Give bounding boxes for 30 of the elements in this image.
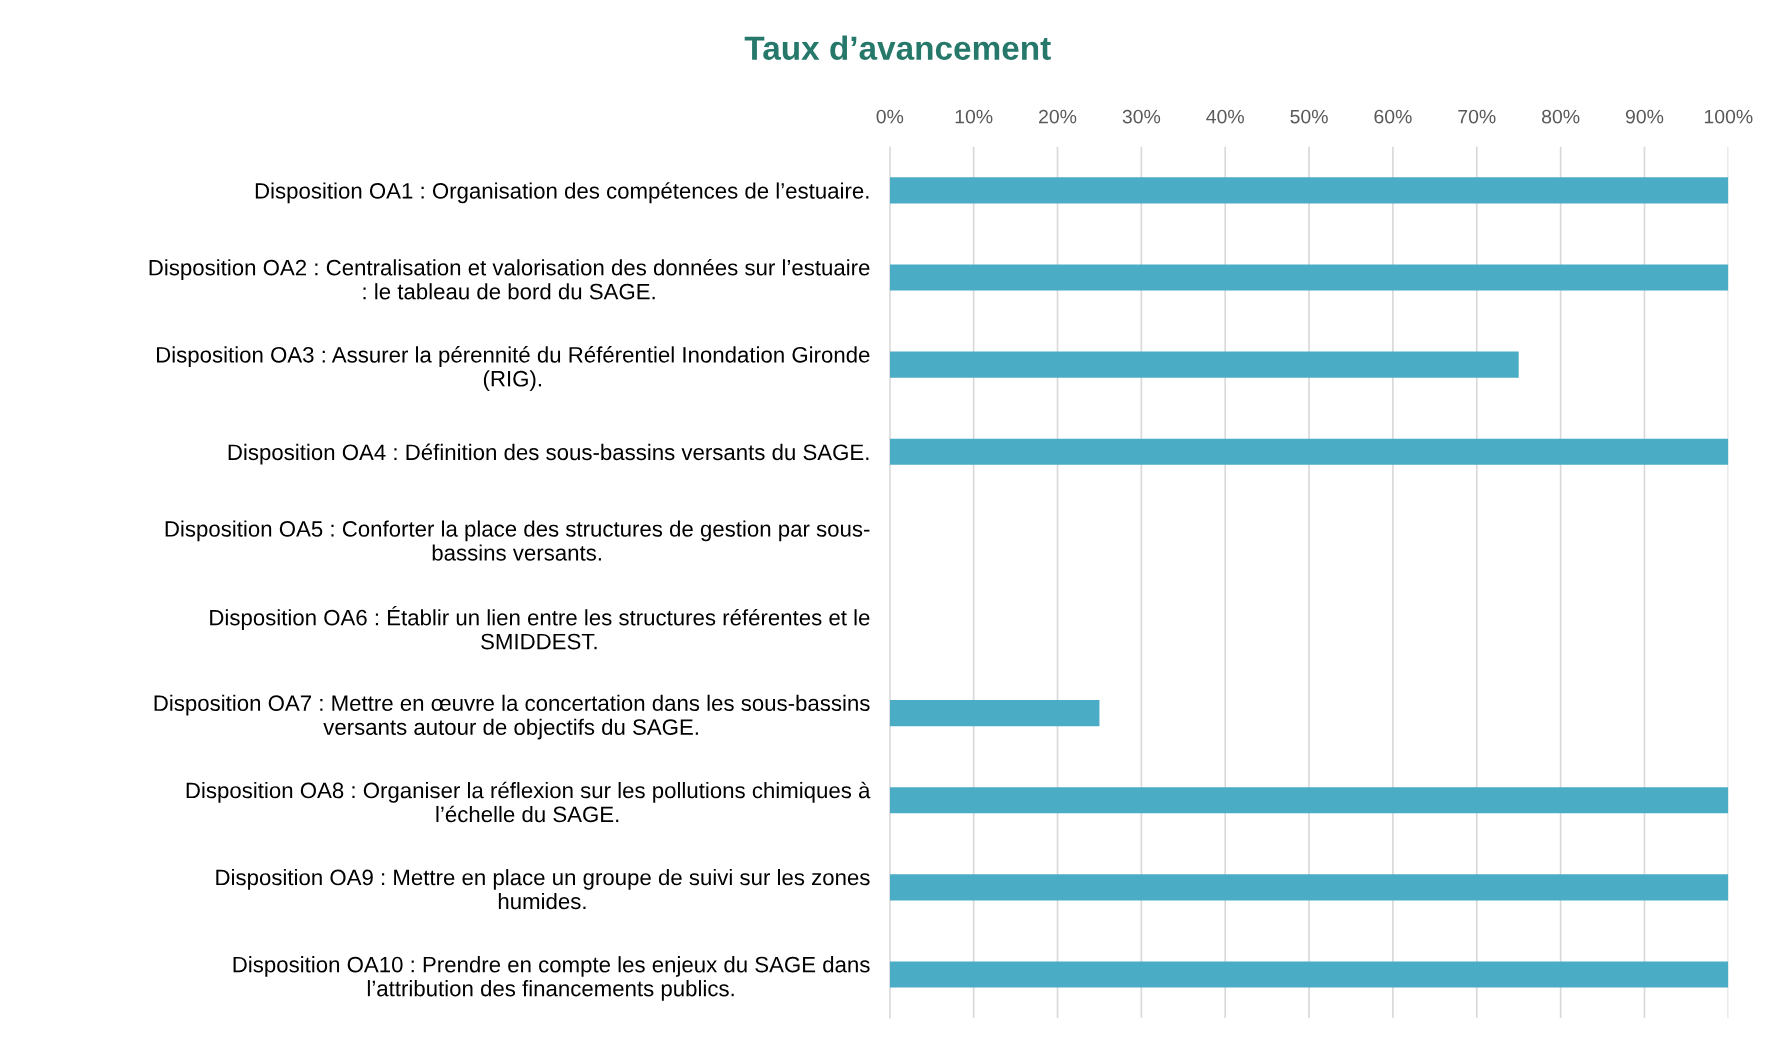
bar [889, 351, 1519, 378]
chart-title: Taux d’avancement [744, 35, 1051, 60]
y-tick-label: Disposition OA10 : Prendre en compte les enjeux du SAGE dans l’attribution des financements publics. [233, 956, 870, 1001]
x-tick-label: 30% [1122, 109, 1161, 124]
x-tick-label: 0% [876, 109, 904, 124]
x-tick-label: 60% [1374, 109, 1412, 124]
bar [889, 264, 1729, 291]
x-tick-label: 80% [1542, 109, 1580, 124]
x-tick-label: 70% [1458, 109, 1496, 124]
bar [889, 177, 1729, 204]
y-tick-label: Disposition OA6 : Établir un lien entre les structures référentes et le SMIDDEST. [210, 606, 870, 650]
y-tick-label: Disposition OA4 : Définition des sous-bassins versants du SAGE. [228, 443, 869, 465]
y-tick-label: Disposition OA2 : Centralisation et valorisation des données sur l’estuaire : le tableau de bord du SAGE. [149, 258, 870, 300]
y-tick-label: Disposition OA7 : Mettre en œuvre la concertation dans les sous-bassins versants autour de objectifs du SAGE. [154, 694, 870, 740]
y-tick-label: Disposition OA3 : Assurer la pérennité du Référentiel Inondation Gironde (RIG). [156, 346, 870, 391]
bar [889, 700, 1100, 727]
bar [889, 787, 1729, 814]
y-tick-label: Disposition OA9 : Mettre en place un groupe de suivi sur les zones humides. [216, 868, 870, 910]
bar [889, 961, 1729, 988]
y-tick-label: Disposition OA8 : Organiser la réflexion sur les pollutions chimiques à l’échelle du SAGE. [186, 781, 871, 823]
bar [889, 438, 1729, 465]
bar [889, 874, 1729, 901]
x-tick-label: 50% [1290, 109, 1328, 124]
x-tick-label: 90% [1625, 109, 1664, 124]
x-tick-label: 20% [1039, 109, 1077, 124]
x-tick-label: 10% [955, 109, 993, 124]
x-tick-label: 100% [1704, 109, 1753, 124]
y-tick-label: Disposition OA5 : Conforter la place des structures de gestion par sous- bassins versants. [165, 520, 870, 561]
x-tick-label: 40% [1206, 109, 1244, 124]
y-tick-label: Disposition OA1 : Organisation des compétences de l’estuaire. [255, 182, 869, 204]
